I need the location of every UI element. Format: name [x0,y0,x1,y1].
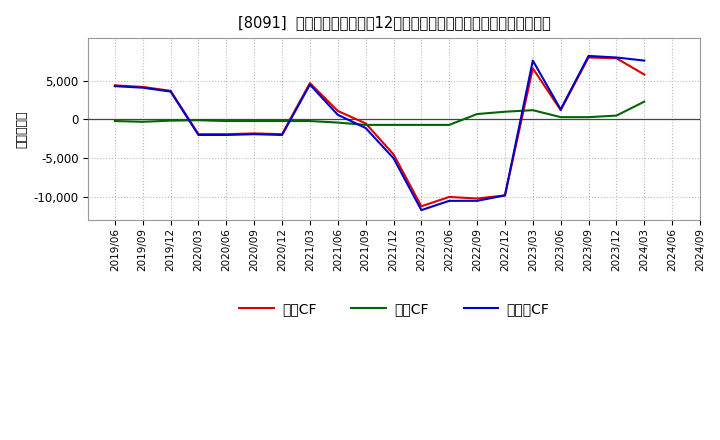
投資CF [640,99,649,104]
フリーCF [584,53,593,59]
投資CF [278,118,287,124]
営業CF [278,132,287,137]
フリーCF [640,58,649,63]
Line: 投資CF: 投資CF [115,102,644,125]
投資CF [445,122,454,128]
営業CF [305,81,314,86]
フリーCF [361,125,370,131]
投資CF [473,111,482,117]
投資CF [500,109,509,114]
投資CF [111,118,120,124]
Line: フリーCF: フリーCF [115,56,644,210]
投資CF [138,119,147,125]
フリーCF [445,198,454,203]
営業CF [640,72,649,77]
営業CF [333,108,342,114]
Title: [8091]  キャッシュフローの12か月移動合計の対前年同期増減額の推移: [8091] キャッシュフローの12か月移動合計の対前年同期増減額の推移 [238,15,551,30]
営業CF [111,83,120,88]
営業CF [473,196,482,201]
投資CF [333,120,342,125]
フリーCF [333,112,342,117]
営業CF [222,132,230,137]
投資CF [250,118,258,124]
営業CF [250,131,258,136]
Line: 営業CF: 営業CF [115,58,644,206]
フリーCF [473,198,482,203]
フリーCF [500,193,509,198]
Y-axis label: （百万円）: （百万円） [15,110,28,148]
営業CF [166,88,175,93]
フリーCF [305,82,314,87]
投資CF [166,118,175,123]
フリーCF [390,156,398,161]
投資CF [222,118,230,124]
Legend: 営業CF, 投資CF, フリーCF: 営業CF, 投資CF, フリーCF [233,296,555,322]
営業CF [390,152,398,157]
フリーCF [138,85,147,90]
営業CF [612,55,621,61]
投資CF [361,122,370,128]
投資CF [528,107,537,113]
営業CF [500,193,509,198]
営業CF [584,55,593,60]
フリーCF [222,132,230,138]
営業CF [361,121,370,126]
投資CF [305,118,314,124]
フリーCF [111,84,120,89]
投資CF [557,114,565,120]
営業CF [528,66,537,71]
フリーCF [194,132,203,138]
営業CF [138,84,147,90]
営業CF [417,204,426,209]
投資CF [194,117,203,123]
営業CF [557,107,565,113]
投資CF [612,113,621,118]
投資CF [390,122,398,128]
投資CF [584,114,593,120]
フリーCF [250,132,258,137]
フリーCF [528,58,537,63]
営業CF [445,194,454,200]
フリーCF [557,107,565,112]
フリーCF [278,132,287,138]
フリーCF [166,89,175,94]
フリーCF [417,208,426,213]
フリーCF [612,55,621,60]
営業CF [194,132,203,137]
投資CF [417,122,426,128]
